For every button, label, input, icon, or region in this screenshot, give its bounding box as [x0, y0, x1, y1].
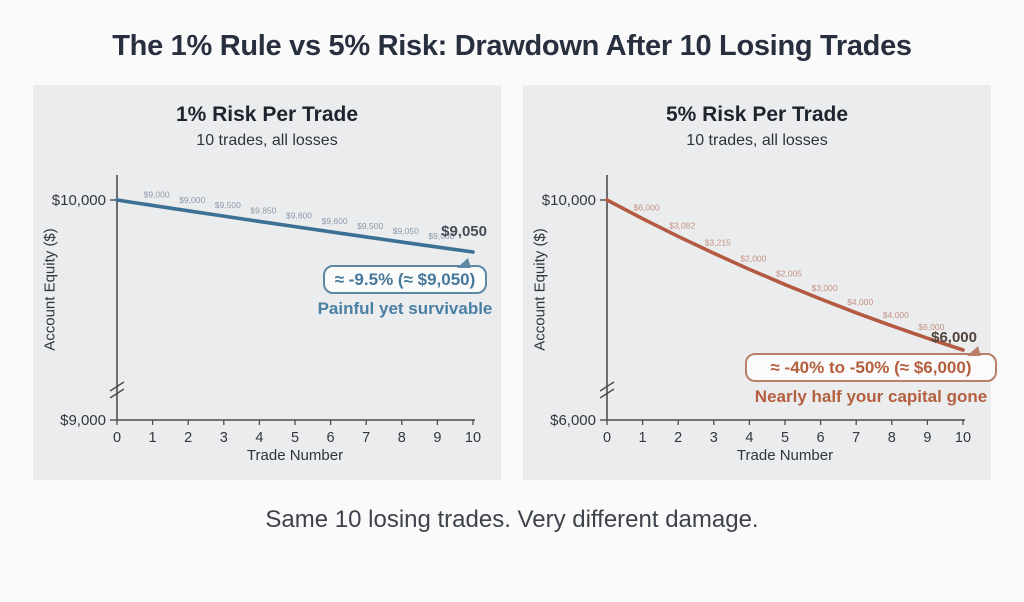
x-tick-label: 4 — [255, 430, 263, 446]
y-tick-top: $10,000 — [52, 192, 106, 209]
y-axis-title: Account Equity ($) — [41, 228, 59, 351]
end-value-label: $6,000 — [931, 329, 977, 346]
point-label: $9,500 — [215, 200, 241, 210]
x-tick-label: 2 — [674, 430, 682, 446]
callout-note-1pct: Painful yet survivable — [317, 299, 493, 318]
x-tick-label: 1 — [149, 430, 157, 446]
callout-text: ≈ -40% to -50% (≈ $6,000) — [770, 358, 972, 377]
equity-line — [605, 198, 965, 352]
x-tick-label: 0 — [603, 430, 611, 446]
y-tick-top: $10,000 — [542, 192, 596, 209]
x-tick-label: 9 — [923, 430, 931, 446]
panel-subtitle-1pct: 10 trades, all losses — [196, 132, 338, 149]
point-label: $9,000 — [144, 189, 170, 199]
y-tick-bottom: $6,000 — [550, 412, 596, 429]
point-label: $9,000 — [428, 231, 454, 241]
point-label: $9,600 — [322, 216, 348, 226]
x-tick-label: 2 — [184, 430, 192, 446]
x-tick-label: 3 — [710, 430, 718, 446]
point-label: $9,000 — [179, 195, 205, 205]
callout-tail-icon — [457, 258, 471, 268]
line-chart-5pct: $10,000 $6,000 0 1 2 3 4 5 6 7 8 9 10 $6,000 $3,082 $3,… — [542, 175, 977, 446]
x-tick-label: 10 — [955, 430, 971, 446]
point-label: $2,000 — [740, 253, 766, 263]
bottom-caption: Same 10 losing trades. Very different da… — [265, 506, 759, 533]
chart-panel-1pct: 1% Risk Per Trade 10 trades, all losses … — [33, 85, 501, 480]
chart-panel-5pct: 5% Risk Per Trade 10 trades, all losses … — [523, 85, 997, 480]
point-label: $4,000 — [883, 310, 909, 320]
callout-note-5pct: Nearly half your capital gone — [754, 387, 988, 406]
page-title: The 1% Rule vs 5% Risk: Drawdown After 1… — [112, 30, 912, 62]
x-tick-label: 5 — [291, 430, 299, 446]
y-axis-title: Account Equity ($) — [531, 228, 549, 351]
x-tick-label: 6 — [817, 430, 825, 446]
point-label: $3,215 — [705, 237, 731, 247]
point-labels: $9,000 $9,000 $9,500 $9,850 $9,600 $9,600 $9,5… — [144, 189, 455, 241]
x-tick-label: 10 — [465, 430, 481, 446]
y-tick-bottom: $9,000 — [60, 412, 106, 429]
x-tick-label: 8 — [398, 430, 406, 446]
point-label: $9,050 — [393, 226, 419, 236]
point-label: $3,082 — [669, 220, 695, 230]
point-label: $3,000 — [812, 283, 838, 293]
equity-line — [115, 198, 475, 254]
x-tick-label: 1 — [639, 430, 647, 446]
callout-text: ≈ -9.5% (≈ $9,050) — [334, 270, 476, 289]
point-label: $2,005 — [776, 269, 802, 279]
end-value-label: $9,050 — [441, 223, 487, 240]
x-tick-label: 6 — [327, 430, 335, 446]
x-tick-label: 3 — [220, 430, 228, 446]
callout-bubble-5pct: ≈ -40% to -50% (≈ $6,000) — [745, 346, 997, 382]
panel-subtitle-5pct: 10 trades, all losses — [686, 132, 828, 149]
x-tick-label: 7 — [852, 430, 860, 446]
panel-title-5pct: 5% Risk Per Trade — [665, 103, 849, 126]
panel-title-1pct: 1% Risk Per Trade — [175, 103, 359, 126]
x-tick-label: 0 — [113, 430, 121, 446]
x-tick-label: 9 — [433, 430, 441, 446]
point-label: $9,600 — [286, 211, 312, 221]
point-label: $6,000 — [918, 322, 944, 332]
callout-tail-icon — [967, 346, 981, 356]
point-label: $6,000 — [634, 203, 660, 213]
x-axis-title: Trade Number — [736, 447, 834, 464]
x-axis-title: Trade Number — [246, 447, 344, 464]
chart-axes: $10,000 $9,000 0 1 2 3 4 5 6 7 8 9 10 — [52, 175, 481, 446]
x-tick-label: 4 — [745, 430, 753, 446]
point-label: $4,000 — [847, 297, 873, 307]
x-tick-label: 8 — [888, 430, 896, 446]
point-label: $9,500 — [357, 221, 383, 231]
chart-panels: 1% Risk Per Trade 10 trades, all losses … — [0, 85, 1024, 480]
chart-axes: $10,000 $6,000 0 1 2 3 4 5 6 7 8 9 10 — [542, 175, 971, 446]
x-tick-label: 7 — [362, 430, 370, 446]
callout-bubble-1pct: ≈ -9.5% (≈ $9,050) — [323, 258, 487, 294]
x-tick-label: 5 — [781, 430, 789, 446]
point-labels: $6,000 $3,082 $3,215 $2,000 $2,005 $3,000 $4,0… — [634, 203, 945, 333]
point-label: $9,850 — [250, 205, 276, 215]
